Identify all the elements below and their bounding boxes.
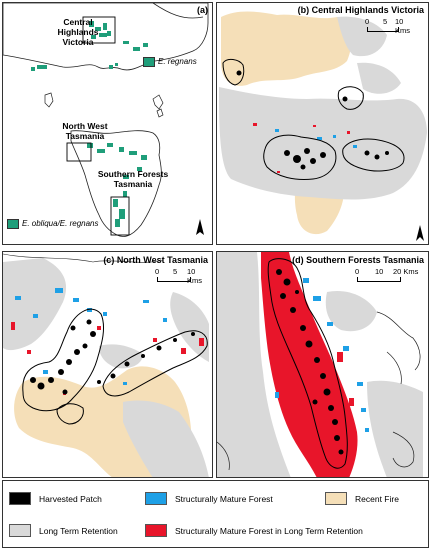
e-obliqua-swatch bbox=[7, 219, 19, 229]
southern-inset-box bbox=[110, 196, 130, 236]
panel-a-overview: (a) Central Highlands Victoria North Wes… bbox=[2, 2, 213, 245]
scale-tick-end: 20 Kms bbox=[393, 267, 419, 276]
scale-tick-mid: 5 bbox=[173, 267, 178, 276]
mature-forest-in-retention bbox=[253, 123, 350, 173]
place-central-highlands-victoria: Central Highlands Victoria bbox=[57, 17, 99, 47]
scale-tick-end: 10 Kms bbox=[395, 17, 410, 35]
panel-b-title: (b) Central Highlands Victoria bbox=[297, 5, 424, 15]
panel-c-north-west: (c) North West Tasmania 0 5 10 Kms bbox=[2, 251, 213, 478]
legend-mature-label: Structurally Mature Forest bbox=[175, 493, 273, 504]
legend-long-term-retention: Long Term Retention bbox=[9, 524, 118, 537]
panel-c-title: (c) North West Tasmania bbox=[103, 255, 208, 265]
panel-d-title: (d) Southern Forests Tasmania bbox=[292, 255, 424, 265]
legend-harvested-patch: Harvested Patch bbox=[9, 492, 102, 505]
panel-d-southern-forests: (d) Southern Forests Tasmania 0 10 20 Km… bbox=[216, 251, 429, 478]
legend-recent-fire: Recent Fire bbox=[325, 492, 399, 505]
study-boundaries bbox=[22, 308, 208, 425]
legend-fire-label: Recent Fire bbox=[355, 493, 399, 504]
scale-tick-0: 0 bbox=[155, 267, 160, 276]
harvested-swatch bbox=[9, 492, 31, 505]
north-arrow-b bbox=[416, 225, 424, 241]
e-obliqua-legend-label: E. obliqua/E. regnans bbox=[22, 219, 99, 228]
tasmania-landmass bbox=[70, 130, 162, 237]
e-regnans-patches bbox=[31, 21, 148, 71]
scale-tick-0: 0 bbox=[355, 267, 360, 276]
structurally-mature-forest bbox=[275, 129, 357, 148]
study-boundaries bbox=[222, 58, 405, 180]
place-southern-forests-tasmania: Southern Forests Tasmania bbox=[97, 169, 169, 189]
e-obliqua-patches bbox=[87, 143, 147, 227]
fire-swatch bbox=[325, 492, 347, 505]
mature-retention-swatch bbox=[145, 524, 167, 537]
structurally-mature-forest bbox=[15, 288, 167, 385]
legend-mature-retention-label: Structurally Mature Forest in Long Term … bbox=[175, 525, 363, 536]
place-north-west-tasmania: North West Tasmania bbox=[62, 121, 108, 141]
retention-swatch bbox=[9, 524, 31, 537]
study-boundaries bbox=[267, 258, 348, 469]
southern-forests-map bbox=[217, 252, 423, 477]
legend-retention-label: Long Term Retention bbox=[39, 525, 118, 536]
northwest-inset-box bbox=[66, 142, 92, 162]
central-highlands-map bbox=[219, 11, 427, 235]
panel-a-label: (a) bbox=[197, 5, 208, 15]
map-legend: Harvested Patch Structurally Mature Fore… bbox=[2, 480, 429, 548]
long-term-retention-areas bbox=[3, 258, 209, 477]
structurally-mature-forest bbox=[275, 278, 369, 432]
scale-tick-mid: 5 bbox=[383, 17, 388, 26]
harvested-patches bbox=[30, 319, 195, 395]
mature-swatch bbox=[145, 492, 167, 505]
legend-mature-in-retention: Structurally Mature Forest in Long Term … bbox=[145, 524, 363, 537]
scale-tick-0: 0 bbox=[365, 17, 370, 26]
legend-harvested-label: Harvested Patch bbox=[39, 493, 102, 504]
e-regnans-legend-label: E. regnans bbox=[158, 57, 197, 66]
e-regnans-swatch bbox=[143, 57, 155, 67]
harvested-patches bbox=[276, 269, 344, 455]
legend-mature-forest: Structurally Mature Forest bbox=[145, 492, 273, 505]
overview-map bbox=[3, 3, 209, 237]
coastline-features bbox=[217, 311, 421, 471]
scale-tick-mid: 10 bbox=[375, 267, 384, 276]
harvested-patches bbox=[236, 70, 389, 170]
long-term-retention-areas bbox=[217, 252, 423, 477]
panel-b-central-highlands: (b) Central Highlands Victoria 0 5 10 Km… bbox=[216, 2, 429, 245]
north-arrow bbox=[196, 219, 204, 235]
victoria-inset-box bbox=[82, 16, 116, 44]
north-west-map bbox=[3, 253, 209, 477]
scale-tick-end: 10 Kms bbox=[187, 267, 202, 285]
